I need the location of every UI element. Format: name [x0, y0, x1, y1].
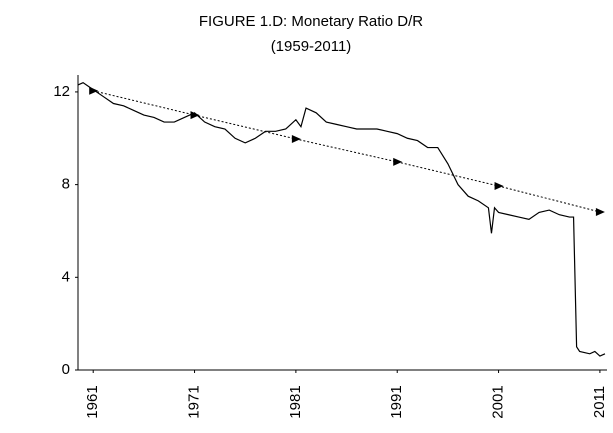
- marker: [494, 182, 504, 191]
- y-tick-label: 0: [62, 361, 70, 378]
- series-line: [77, 81, 606, 357]
- x-tick-label: 2011: [591, 386, 608, 418]
- x-tick-label: 1961: [84, 385, 101, 418]
- chart-title: FIGURE 1.D: Monetary Ratio D/R: [199, 13, 423, 30]
- x-tick-label: 1991: [388, 385, 405, 418]
- y-tick-label: 8: [62, 176, 70, 193]
- marker: [190, 111, 200, 120]
- y-tick-label: 4: [62, 268, 70, 285]
- marker: [595, 207, 605, 216]
- x-tick-label: 1981: [287, 385, 304, 418]
- x-tick-label: 1971: [186, 385, 203, 418]
- x-tick-label: 2001: [490, 385, 507, 418]
- series-line: [93, 90, 601, 213]
- marker: [393, 157, 403, 166]
- chart-subtitle: (1959-2011): [271, 38, 352, 55]
- y-tick-label: 12: [53, 83, 70, 100]
- marker: [291, 134, 301, 143]
- marker: [89, 86, 99, 95]
